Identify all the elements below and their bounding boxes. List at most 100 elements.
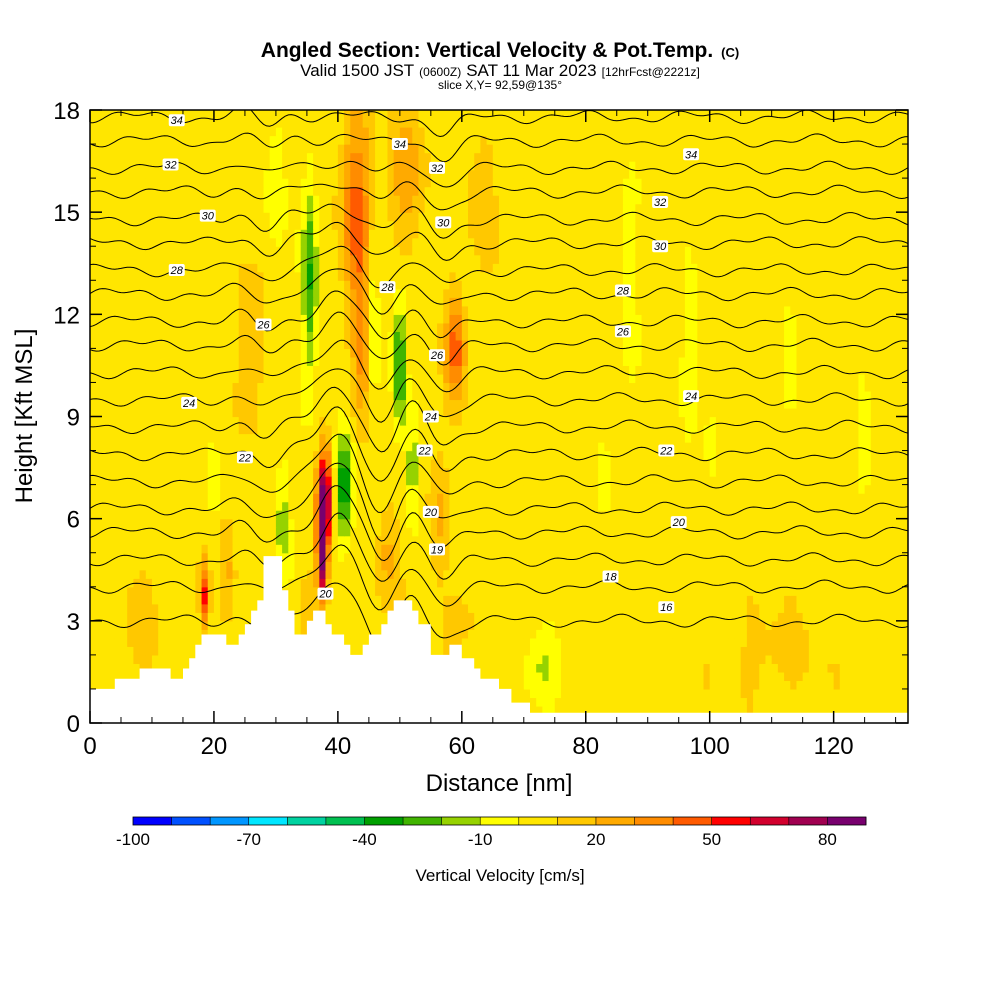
velocity-cell [846, 569, 853, 579]
velocity-cell [226, 603, 234, 613]
velocity-cell [653, 569, 661, 579]
velocity-cell [808, 654, 816, 664]
velocity-cell [870, 595, 878, 605]
velocity-cell [536, 569, 543, 579]
velocity-cell [406, 586, 413, 596]
velocity-cell [480, 501, 488, 511]
velocity-cell [877, 544, 884, 554]
velocity-cell [443, 493, 451, 503]
velocity-cell [251, 476, 258, 486]
velocity-cell [672, 569, 680, 579]
velocity-cell [802, 697, 810, 707]
velocity-cell [145, 442, 153, 452]
velocity-cell [368, 467, 376, 477]
velocity-cell [406, 399, 413, 409]
velocity-cell [480, 646, 488, 656]
velocity-cell [127, 425, 134, 435]
velocity-cell [412, 476, 420, 486]
velocity-cell [759, 637, 767, 647]
velocity-cell [499, 442, 506, 452]
velocity-cell [294, 569, 302, 579]
velocity-cell [684, 442, 692, 452]
velocity-cell [164, 535, 172, 545]
velocity-cell [808, 552, 816, 562]
velocity-cell [139, 654, 147, 664]
velocity-cell [331, 561, 339, 571]
velocity-cell [331, 518, 339, 528]
velocity-cell [616, 688, 624, 699]
velocity-cell [622, 425, 630, 435]
velocity-cell [207, 493, 215, 503]
velocity-cell [895, 569, 903, 579]
velocity-cell [511, 535, 519, 545]
velocity-cell [864, 501, 872, 511]
velocity-cell [585, 586, 593, 596]
velocity-cell [393, 399, 401, 409]
velocity-cell [474, 501, 482, 511]
velocity-cell [201, 629, 209, 639]
velocity-cell [189, 425, 196, 435]
velocity-cell [765, 493, 773, 503]
velocity-cell [833, 705, 841, 716]
velocity-cell [182, 527, 190, 537]
velocity-cell [672, 697, 680, 707]
velocity-cell [300, 527, 308, 537]
velocity-cell [647, 450, 655, 460]
velocity-cell [263, 501, 271, 511]
velocity-cell [158, 467, 165, 477]
velocity-cell [344, 484, 351, 494]
velocity-cell [449, 552, 457, 562]
velocity-cell [765, 671, 773, 682]
velocity-cell [201, 518, 209, 528]
velocity-cell [591, 654, 599, 664]
velocity-cell [325, 595, 333, 605]
velocity-cell [852, 493, 860, 503]
velocity-cell [461, 510, 469, 520]
velocity-cell [381, 484, 389, 494]
velocity-cell [753, 603, 760, 613]
velocity-cell [728, 586, 736, 596]
velocity-cell [387, 586, 395, 596]
velocity-cell [598, 493, 605, 503]
velocity-cell [864, 663, 872, 673]
velocity-cell [90, 646, 97, 656]
velocity-cell [585, 407, 593, 418]
velocity-cell [195, 552, 203, 562]
velocity-cell [418, 561, 426, 571]
velocity-cell [560, 510, 568, 520]
velocity-cell [523, 493, 531, 503]
velocity-cell [362, 510, 370, 520]
velocity-cell [263, 484, 271, 494]
velocity-cell [319, 544, 327, 554]
velocity-cell [251, 552, 258, 562]
velocity-cell [306, 612, 314, 622]
velocity-cell [164, 612, 172, 622]
velocity-cell [641, 510, 649, 520]
velocity-cell [120, 561, 128, 571]
velocity-cell [567, 671, 574, 682]
velocity-cell [709, 688, 717, 699]
velocity-cell [579, 705, 587, 716]
velocity-cell [182, 620, 190, 630]
velocity-cell [821, 705, 829, 716]
velocity-cell [331, 527, 339, 537]
velocity-cell [350, 518, 358, 528]
velocity-cell [127, 416, 134, 426]
velocity-cell [821, 544, 829, 554]
velocity-cell [604, 629, 612, 639]
velocity-cell [598, 527, 605, 537]
velocity-cell [554, 476, 562, 486]
velocity-cell [641, 407, 649, 418]
velocity-cell [306, 510, 314, 520]
velocity-cell [362, 620, 370, 630]
velocity-cell [251, 407, 258, 418]
velocity-cell [641, 646, 649, 656]
velocity-cell [492, 535, 500, 545]
velocity-cell [127, 433, 134, 443]
velocity-cell [139, 603, 147, 613]
velocity-cell [356, 442, 364, 452]
velocity-cell [145, 629, 153, 639]
velocity-cell [455, 595, 463, 605]
velocity-cell [195, 459, 203, 469]
velocity-cell [139, 501, 147, 511]
